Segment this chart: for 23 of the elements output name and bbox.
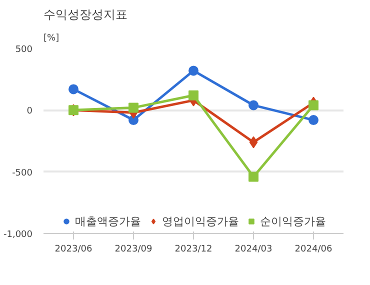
point bbox=[248, 100, 258, 110]
x-tick-label: 2023/09 bbox=[114, 244, 152, 254]
point bbox=[308, 115, 318, 126]
y-tick-label: 500 bbox=[15, 45, 33, 55]
x-tick-label: 2023/06 bbox=[54, 244, 92, 254]
legend-label: 매출액증가율 bbox=[75, 214, 141, 228]
point bbox=[68, 84, 78, 94]
point bbox=[128, 102, 138, 113]
point bbox=[248, 172, 258, 182]
y-tick-label: -1,000 bbox=[3, 230, 33, 240]
x-tick-label: 2024/03 bbox=[234, 244, 272, 254]
x-tick-label: 2024/06 bbox=[294, 244, 332, 254]
point bbox=[308, 100, 318, 110]
y-tick-label: -500 bbox=[12, 168, 33, 178]
y-tick-label: 0 bbox=[26, 106, 33, 117]
x-tick-label: 2023/12 bbox=[174, 244, 212, 254]
point bbox=[188, 66, 198, 76]
point bbox=[249, 136, 258, 148]
y-axis-title: [%] bbox=[44, 34, 60, 44]
legend-label: 영업이익증가율 bbox=[162, 214, 239, 228]
legend-label: 순이익증가율 bbox=[260, 214, 326, 228]
chart-title: 수익성장성지표 bbox=[44, 8, 128, 22]
point bbox=[188, 90, 198, 100]
